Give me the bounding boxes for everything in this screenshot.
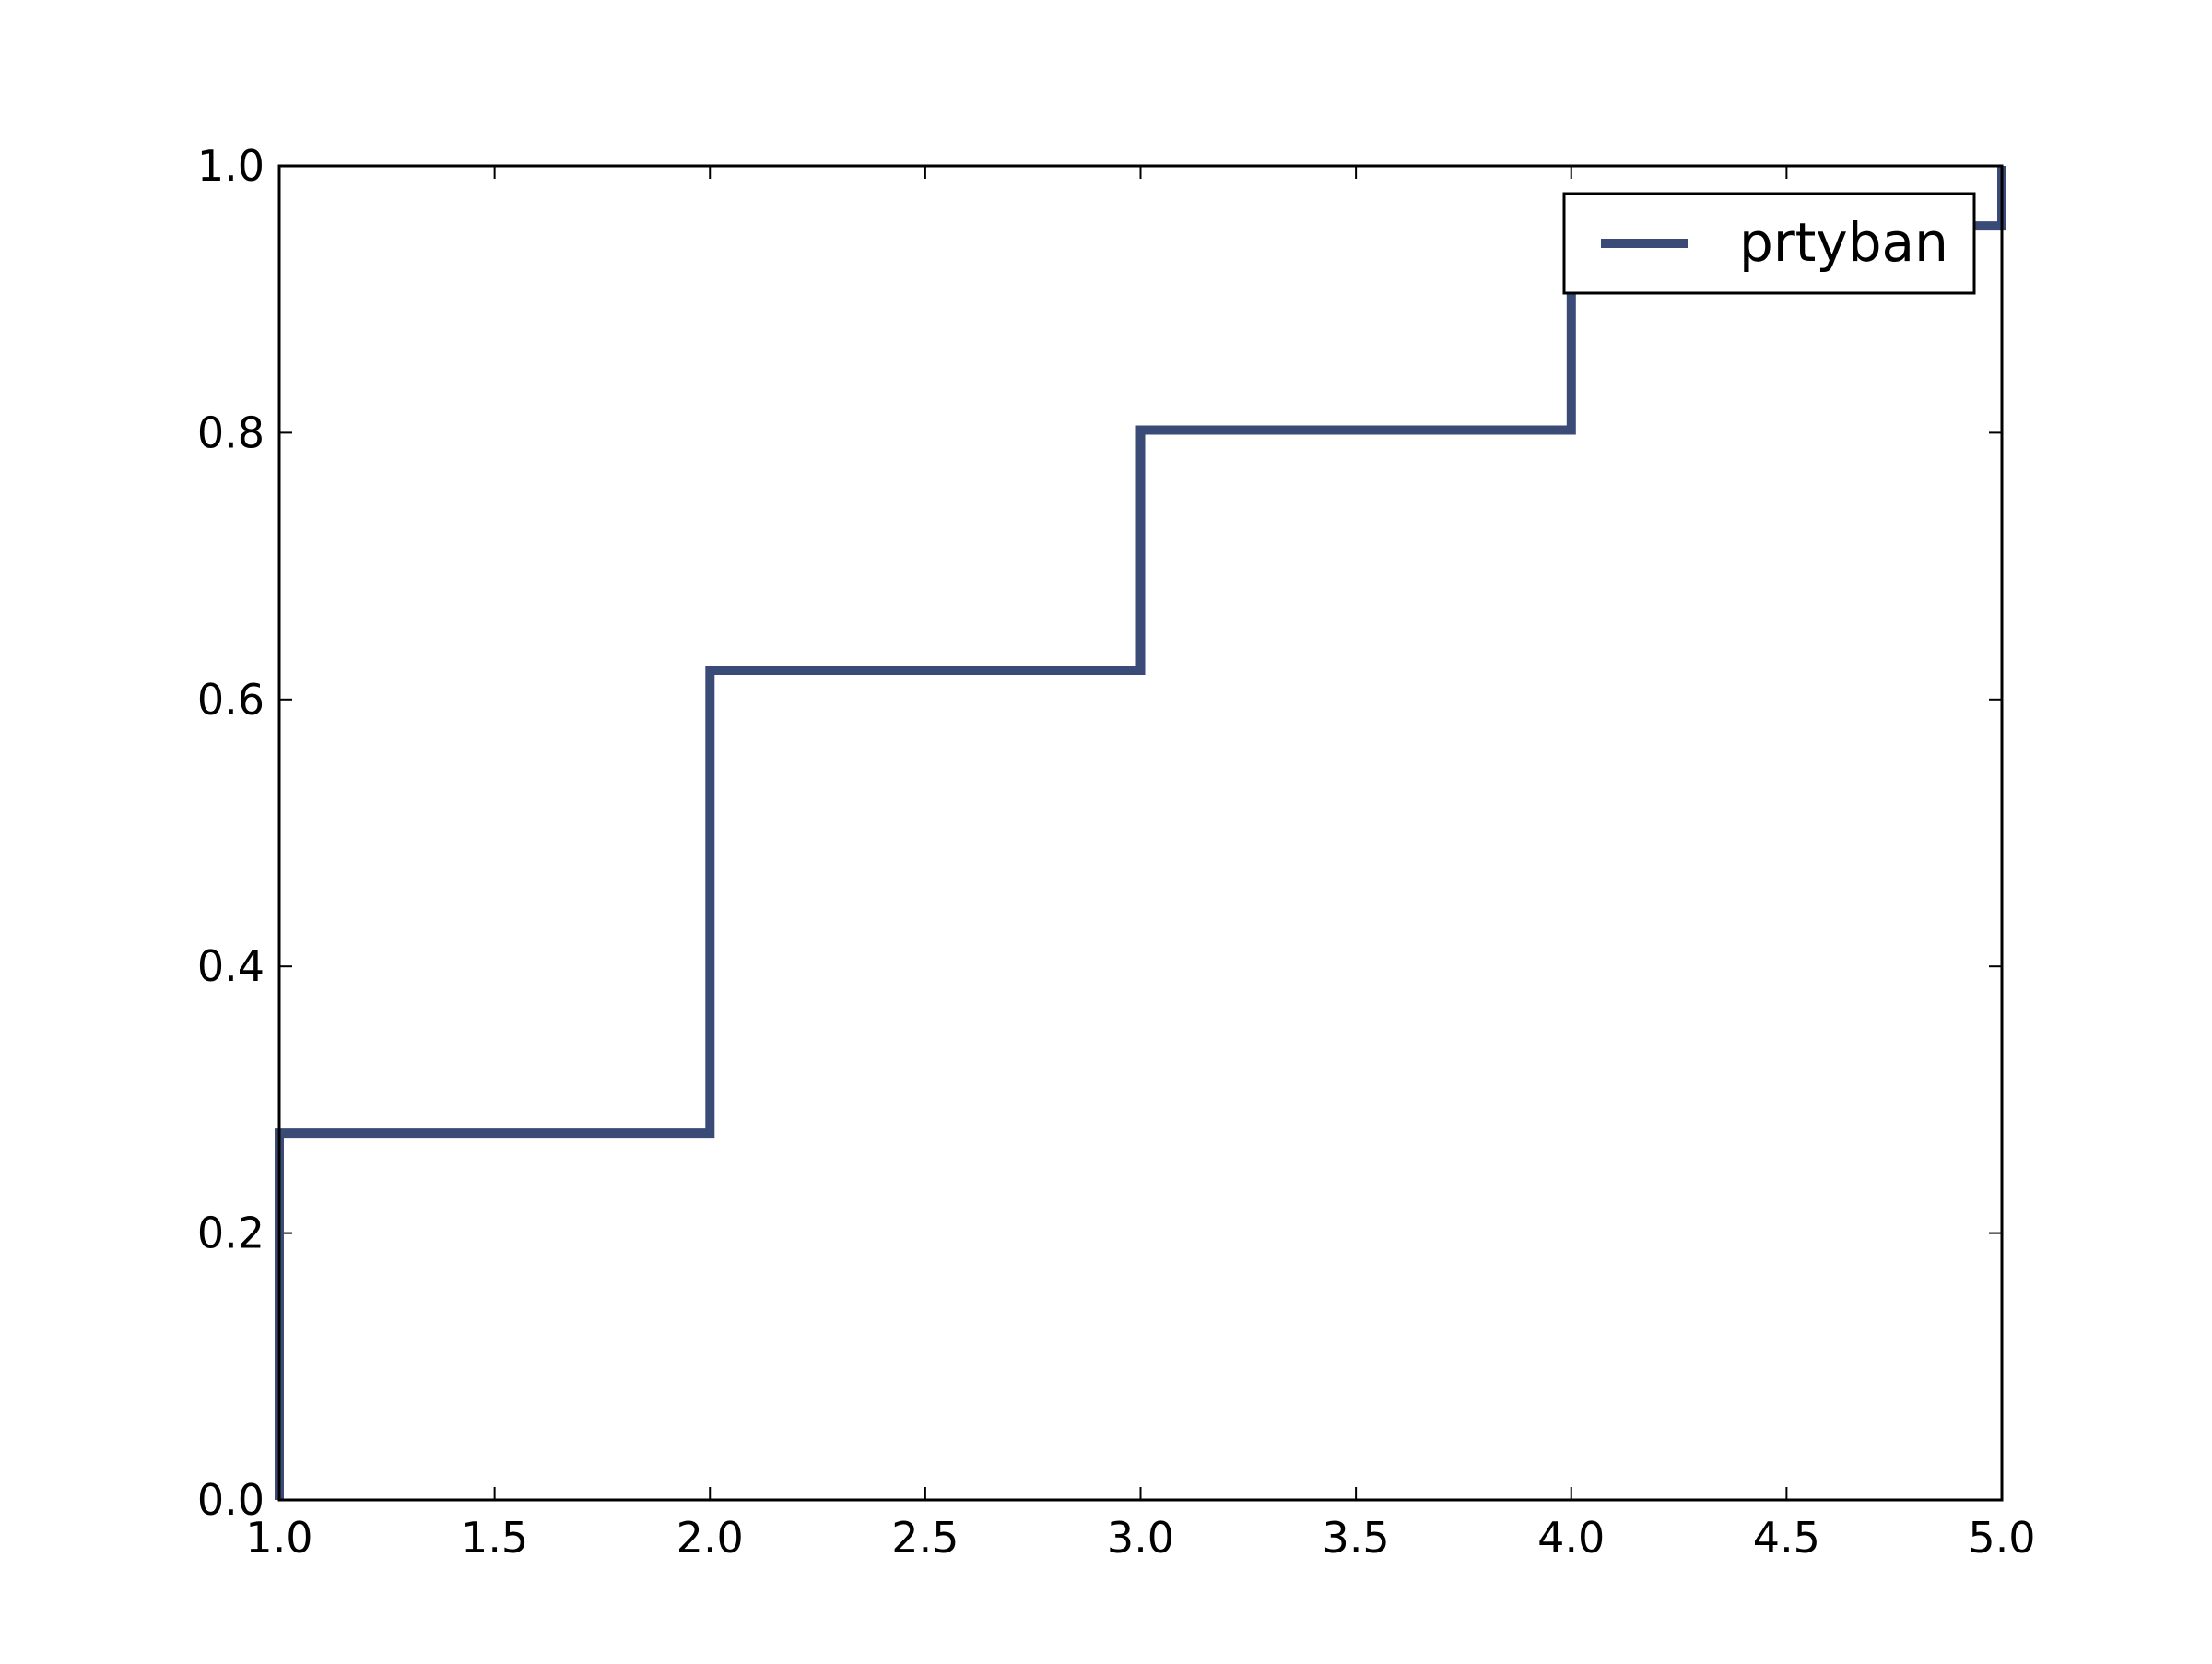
legend-label: prtyban [1739, 211, 1948, 274]
x-tick-label: 3.0 [1107, 1513, 1174, 1563]
y-tick-label: 0.6 [197, 675, 265, 725]
x-axis: 1.0 1.5 2.0 2.5 3.0 3.5 4.0 4.5 5.0 [245, 166, 2036, 1563]
y-tick-label: 1.0 [197, 141, 265, 191]
x-tick-label: 1.0 [245, 1513, 312, 1563]
x-tick-label: 2.5 [891, 1513, 959, 1563]
x-tick-label: 2.0 [677, 1513, 744, 1563]
legend: prtyban [1562, 192, 1976, 295]
y-tick-label: 0.0 [197, 1475, 265, 1525]
x-tick-label: 5.0 [1968, 1513, 2035, 1563]
plot-frame [277, 164, 2004, 1502]
x-tick-label: 1.5 [461, 1513, 528, 1563]
y-tick-label: 0.4 [197, 941, 265, 991]
y-axis: 0.0 0.2 0.4 0.6 0.8 1.0 [197, 141, 2002, 1525]
y-tick-label: 0.2 [197, 1209, 265, 1258]
x-tick-label: 4.5 [1753, 1513, 1820, 1563]
x-tick-label: 4.0 [1537, 1513, 1605, 1563]
y-tick-label: 0.8 [197, 407, 265, 457]
x-tick-label: 3.5 [1323, 1513, 1390, 1563]
